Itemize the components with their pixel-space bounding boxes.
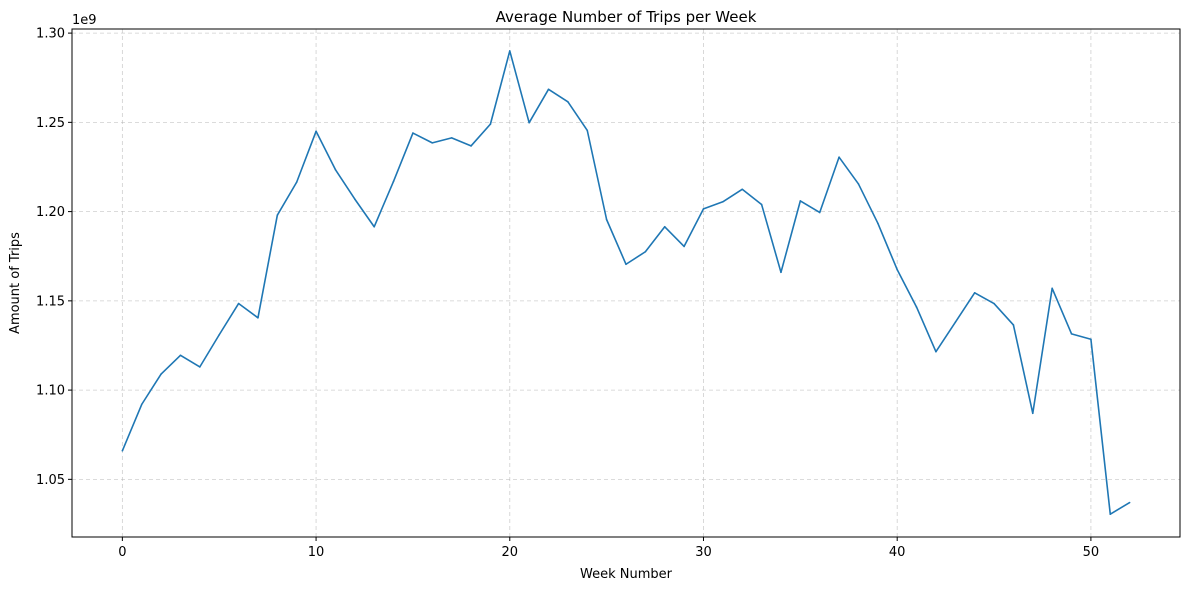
data-point bbox=[567, 101, 569, 103]
y-tick-label: 1.10 bbox=[36, 384, 65, 399]
data-point bbox=[896, 268, 898, 271]
y-tick-label: 1.25 bbox=[36, 116, 65, 131]
data-point bbox=[179, 354, 182, 357]
data-point bbox=[857, 183, 860, 185]
data-point bbox=[644, 250, 647, 253]
data-point bbox=[508, 50, 511, 52]
x-tick-label: 40 bbox=[889, 545, 906, 560]
x-tick-label: 0 bbox=[118, 545, 126, 560]
data-point bbox=[354, 198, 356, 200]
data-point bbox=[973, 292, 976, 294]
x-axis-label: Week Number bbox=[580, 567, 673, 582]
chart-title: Average Number of Trips per Week bbox=[496, 8, 757, 26]
data-point bbox=[722, 200, 724, 203]
data-point bbox=[915, 306, 918, 308]
data-point bbox=[780, 271, 782, 274]
data-point bbox=[838, 156, 840, 158]
grid-lines bbox=[72, 29, 1180, 537]
y-axis-offset-label: 1e9 bbox=[72, 13, 97, 28]
data-point bbox=[1128, 501, 1131, 504]
data-point bbox=[935, 350, 937, 353]
data-point bbox=[586, 129, 589, 132]
series-layer bbox=[121, 50, 1131, 515]
data-point bbox=[528, 121, 530, 124]
data-point bbox=[702, 208, 705, 210]
data-point bbox=[1109, 513, 1112, 515]
data-point bbox=[818, 211, 821, 214]
data-point bbox=[237, 302, 240, 305]
data-point bbox=[1090, 338, 1092, 341]
plot-frame bbox=[71, 28, 1181, 538]
data-point bbox=[140, 403, 143, 406]
data-point bbox=[605, 218, 608, 221]
data-point bbox=[489, 123, 492, 125]
data-point bbox=[547, 88, 550, 91]
series-line bbox=[121, 50, 1131, 515]
data-point bbox=[257, 317, 259, 319]
data-point bbox=[741, 188, 744, 191]
data-point bbox=[877, 222, 879, 225]
data-point bbox=[1012, 324, 1015, 326]
y-tick-label: 1.30 bbox=[36, 27, 65, 42]
data-point bbox=[450, 137, 453, 139]
data-point bbox=[954, 321, 957, 324]
data-point bbox=[760, 203, 763, 206]
data-point bbox=[392, 180, 395, 183]
data-point bbox=[663, 225, 666, 228]
data-point bbox=[799, 200, 802, 202]
y-tick-label: 1.15 bbox=[36, 294, 65, 309]
data-point bbox=[1031, 412, 1034, 415]
data-point bbox=[1051, 287, 1053, 290]
x-tick-label: 20 bbox=[502, 545, 519, 560]
data-point bbox=[470, 145, 472, 147]
data-point bbox=[625, 263, 627, 266]
data-point bbox=[295, 181, 298, 183]
data-point bbox=[412, 132, 414, 134]
data-point bbox=[993, 302, 995, 305]
y-tick-label: 1.05 bbox=[36, 473, 65, 488]
x-tick-label: 30 bbox=[695, 545, 712, 560]
x-tick-label: 50 bbox=[1083, 545, 1100, 560]
data-point bbox=[218, 333, 221, 336]
data-point bbox=[199, 366, 201, 368]
data-point bbox=[121, 449, 124, 452]
data-point bbox=[1070, 333, 1073, 335]
y-tick-label: 1.20 bbox=[36, 205, 65, 220]
x-tick-label: 10 bbox=[308, 545, 325, 560]
data-point bbox=[373, 225, 375, 228]
y-axis-ticks: 1.05 1.10 1.15 1.20 1.25 1.30 bbox=[36, 27, 72, 488]
data-point bbox=[334, 168, 337, 171]
x-axis-ticks: 0 10 20 30 40 50 bbox=[118, 537, 1099, 560]
data-point bbox=[276, 214, 279, 216]
data-point bbox=[315, 130, 317, 133]
data-point bbox=[160, 373, 162, 375]
y-axis-label: Amount of Trips bbox=[8, 232, 23, 334]
data-point bbox=[683, 245, 685, 248]
data-point bbox=[431, 142, 434, 144]
